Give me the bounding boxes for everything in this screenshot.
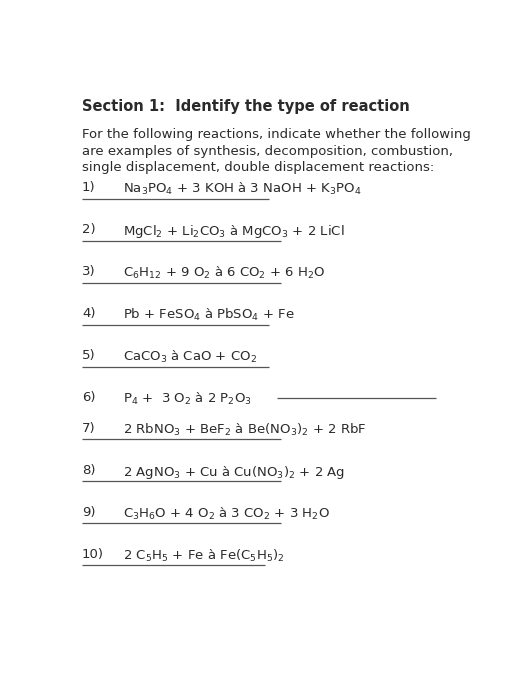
Text: 10): 10) [82, 547, 104, 561]
Text: 8): 8) [82, 463, 96, 477]
Text: C$_6$H$_{12}$ + 9 O$_2$ à 6 CO$_2$ + 6 H$_2$O: C$_6$H$_{12}$ + 9 O$_2$ à 6 CO$_2$ + 6 H… [123, 265, 325, 281]
Text: Na$_3$PO$_4$ + 3 KOH à 3 NaOH + K$_3$PO$_4$: Na$_3$PO$_4$ + 3 KOH à 3 NaOH + K$_3$PO$… [123, 181, 361, 197]
Text: 3): 3) [82, 265, 96, 278]
Text: Pb + FeSO$_4$ à PbSO$_4$ + Fe: Pb + FeSO$_4$ à PbSO$_4$ + Fe [123, 307, 295, 323]
Text: 9): 9) [82, 505, 96, 519]
Text: P$_4$ +  3 O$_2$ à 2 P$_2$O$_3$: P$_4$ + 3 O$_2$ à 2 P$_2$O$_3$ [123, 391, 251, 407]
Text: 7): 7) [82, 421, 96, 435]
Text: 2 RbNO$_3$ + BeF$_2$ à Be(NO$_3$)$_2$ + 2 RbF: 2 RbNO$_3$ + BeF$_2$ à Be(NO$_3$)$_2$ + … [123, 421, 366, 438]
Text: C$_3$H$_6$O + 4 O$_2$ à 3 CO$_2$ + 3 H$_2$O: C$_3$H$_6$O + 4 O$_2$ à 3 CO$_2$ + 3 H$_… [123, 505, 330, 522]
Text: CaCO$_3$ à CaO + CO$_2$: CaCO$_3$ à CaO + CO$_2$ [123, 349, 257, 365]
Text: 5): 5) [82, 349, 96, 362]
Text: 6): 6) [82, 391, 96, 404]
Text: MgCl$_2$ + Li$_2$CO$_3$ à MgCO$_3$ + 2 LiCl: MgCl$_2$ + Li$_2$CO$_3$ à MgCO$_3$ + 2 L… [123, 223, 344, 240]
Text: 1): 1) [82, 181, 96, 194]
Text: 2 AgNO$_3$ + Cu à Cu(NO$_3$)$_2$ + 2 Ag: 2 AgNO$_3$ + Cu à Cu(NO$_3$)$_2$ + 2 Ag [123, 463, 345, 480]
Text: For the following reactions, indicate whether the following
are examples of synt: For the following reactions, indicate wh… [82, 128, 471, 174]
Text: 4): 4) [82, 307, 96, 320]
Text: 2 C$_5$H$_5$ + Fe à Fe(C$_5$H$_5$)$_2$: 2 C$_5$H$_5$ + Fe à Fe(C$_5$H$_5$)$_2$ [123, 547, 284, 564]
Text: Section 1:  Identify the type of reaction: Section 1: Identify the type of reaction [82, 99, 410, 114]
Text: 2): 2) [82, 223, 96, 236]
